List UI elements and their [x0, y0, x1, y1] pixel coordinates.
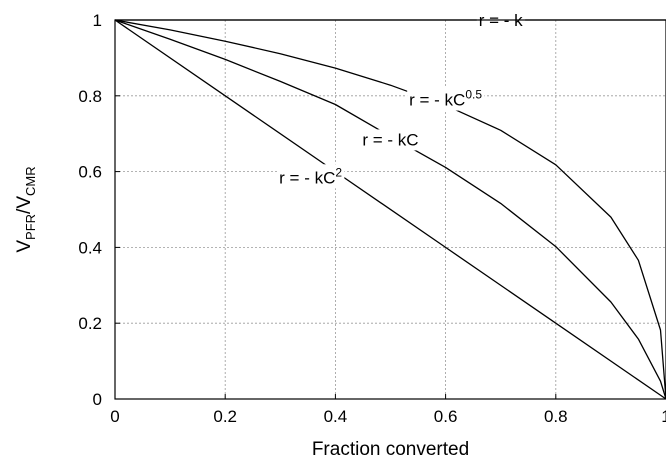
y-axis-title-sub2: CMR: [23, 166, 38, 196]
curve-label-bg: [360, 129, 421, 151]
curve-label-bg: [277, 164, 345, 189]
y-axis-title: VPFR/VCMR: [14, 166, 38, 252]
plot-frame: [114, 19, 666, 400]
curve-label-bg: [407, 86, 485, 111]
curve-label-3: r = - kC2: [279, 165, 342, 187]
y-tick-label: 0.4: [78, 238, 102, 257]
series-line-3: [114, 19, 666, 400]
series-layer: [114, 19, 666, 400]
grid-lines: [115, 20, 666, 399]
y-axis-title-sub1: PFR: [23, 214, 38, 240]
x-tick-label: 0: [110, 407, 119, 426]
x-tick-label: 1: [661, 407, 666, 426]
y-axis-title-sep: /V: [14, 196, 35, 214]
x-tick-label: 0.2: [213, 407, 237, 426]
y-tick-label: 0: [93, 390, 102, 409]
series-line-2: [114, 19, 666, 400]
x-tick-label: 0.4: [324, 407, 348, 426]
x-axis-title: Fraction converted: [312, 439, 469, 460]
x-tick-label: 0.8: [544, 407, 568, 426]
curve-label-1: r = - kC0.5: [409, 88, 482, 110]
y-tick-label: 0.6: [78, 163, 102, 182]
axis-ticks: 0 0.2 0.4 0.6 0.8 1 0 0.2 0.4 0.6 0.8 1: [78, 11, 666, 426]
y-axis-title-main: V: [14, 240, 35, 253]
y-tick-label: 1: [93, 11, 102, 30]
y-tick-label: 0.8: [78, 87, 102, 106]
y-tick-label: 0.2: [78, 314, 102, 333]
curve-labels: r = - kr = - kC0.5r = - kCr = - kC2: [277, 10, 526, 189]
x-tick-label: 0.6: [434, 407, 458, 426]
curve-label-2: r = - kC: [362, 130, 418, 149]
